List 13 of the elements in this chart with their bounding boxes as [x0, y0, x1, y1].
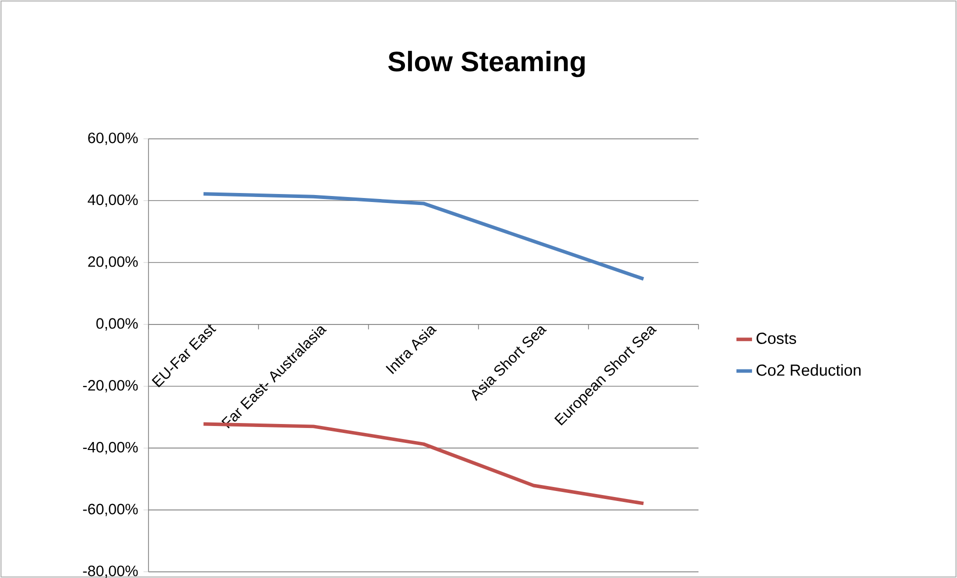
legend-label: Costs	[756, 332, 796, 344]
y-tick-label: -80,00%	[83, 566, 138, 578]
x-tick-label: Intra Asia	[386, 326, 437, 374]
y-tick-label: -60,00%	[83, 504, 138, 516]
y-tick-label: 40,00%	[88, 194, 138, 207]
y-tick-label: 60,00%	[88, 132, 138, 146]
y-tick-label: -20,00%	[83, 380, 138, 392]
line-series	[202, 192, 646, 281]
legend-label: Co2 Reduction	[756, 364, 861, 376]
y-tick-label: 20,00%	[88, 256, 138, 269]
y-tick-label: 0,00%	[96, 318, 138, 331]
y-tick-label: -40,00%	[83, 442, 138, 454]
chart-title: Slow Steaming	[388, 50, 585, 78]
